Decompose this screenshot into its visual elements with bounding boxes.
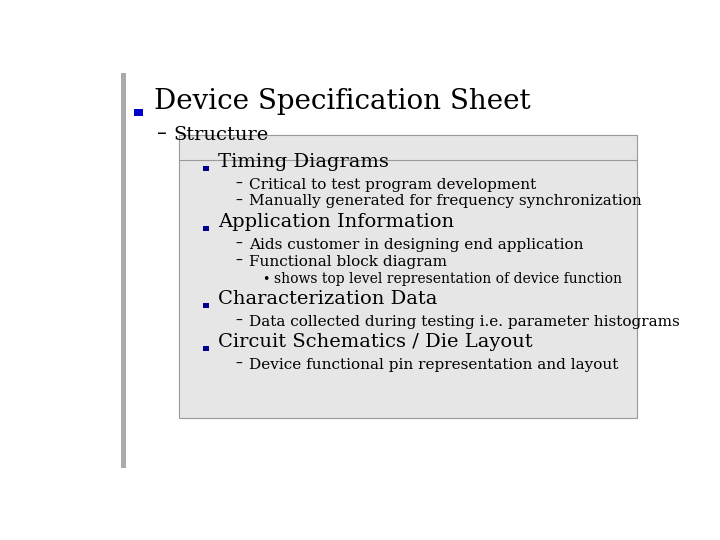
Bar [203,303,210,308]
Text: –: – [235,314,243,328]
Text: •: • [262,273,269,286]
Text: Device functional pin representation and layout: Device functional pin representation and… [249,357,618,372]
Bar [134,109,143,116]
Text: Timing Diagrams: Timing Diagrams [218,153,390,171]
Text: –: – [235,193,243,207]
Text: Application Information: Application Information [218,213,454,231]
Text: Characterization Data: Characterization Data [218,290,438,308]
Text: Functional block diagram: Functional block diagram [249,254,447,268]
Text: –: – [235,237,243,251]
Text: –: – [235,177,243,191]
Text: Manually generated for frequency synchronization: Manually generated for frequency synchro… [249,194,642,208]
Bar [203,226,210,231]
Text: Device Specification Sheet: Device Specification Sheet [154,87,531,114]
Text: –: – [235,357,243,371]
Text: Data collected during testing i.e. parameter histograms: Data collected during testing i.e. param… [249,315,680,329]
Bar [121,73,126,468]
Text: Aids customer in designing end application: Aids customer in designing end applicati… [249,238,583,252]
FancyBboxPatch shape [179,136,637,418]
Text: –: – [235,254,243,268]
Bar [203,166,210,171]
Text: Circuit Schematics / Die Layout: Circuit Schematics / Die Layout [218,333,533,351]
Text: shows top level representation of device function: shows top level representation of device… [274,272,622,286]
Text: Structure: Structure [174,126,269,144]
Text: Critical to test program development: Critical to test program development [249,178,536,192]
Text: –: – [157,124,167,143]
Bar [203,346,210,351]
